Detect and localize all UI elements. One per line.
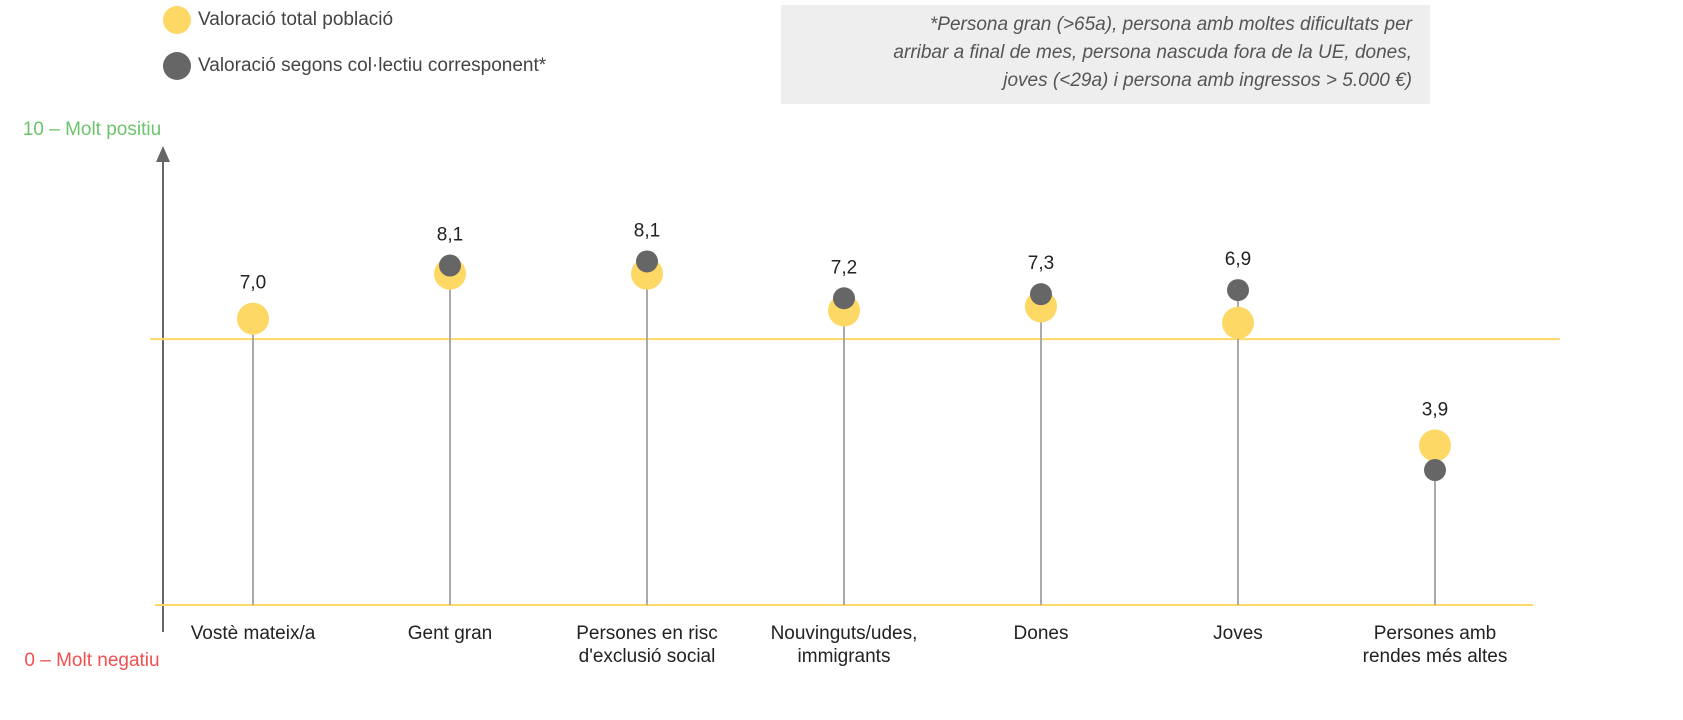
data-label: 3,9	[1422, 400, 1448, 421]
y-axis-arrow	[156, 146, 170, 162]
dot	[1227, 279, 1249, 302]
x-tick-label: Gent gran	[407, 623, 493, 644]
note-box: *Persona gran (>65a), persona amb moltes…	[781, 5, 1430, 104]
dot	[1030, 283, 1052, 306]
legend-label: Valoració segons col·lectiu corresponent…	[198, 55, 547, 76]
dot	[1424, 459, 1446, 482]
dot	[636, 250, 658, 273]
x-tick-label: Joves	[1213, 623, 1263, 644]
y-tick-label: 10 – Molt positiu	[23, 119, 161, 140]
note-line: arribar a final de mes, persona nascuda …	[893, 42, 1412, 63]
legend-label: Valoració total població	[198, 9, 393, 30]
data-label: 8,1	[634, 220, 660, 241]
legend-swatch	[163, 52, 191, 80]
data-label: 7,0	[240, 273, 266, 294]
data-label: 6,9	[1225, 249, 1251, 270]
data-label: 8,1	[437, 225, 463, 246]
data-label: 7,3	[1028, 253, 1054, 274]
x-tick-label: Persones amb rendes més altes	[1362, 623, 1508, 667]
note-line: joves (<29a) i persona amb ingressos > 5…	[1003, 70, 1412, 91]
x-tick-label: Dones	[1013, 623, 1069, 644]
dot	[833, 287, 855, 310]
data-label: 7,2	[831, 257, 857, 278]
dot	[237, 302, 269, 335]
legend-swatch	[163, 6, 191, 34]
x-tick-label: Persones en risc d'exclusió social	[576, 623, 718, 667]
y-tick-label: 0 – Molt negatiu	[24, 650, 159, 671]
note-line: *Persona gran (>65a), persona amb moltes…	[929, 14, 1412, 35]
x-tick-label: Nouvinguts/udes, immigrants	[770, 623, 918, 667]
dot	[1222, 306, 1254, 339]
x-tick-label: Vostè mateix/a	[190, 623, 316, 644]
dot	[1419, 429, 1451, 462]
dot	[439, 254, 461, 277]
